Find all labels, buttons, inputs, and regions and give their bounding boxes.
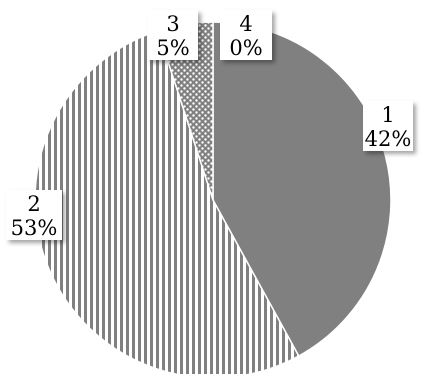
data-label-1: 142% xyxy=(363,101,413,151)
data-label-percent: 53% xyxy=(11,216,58,240)
data-label-box xyxy=(148,10,198,60)
data-label-percent: 42% xyxy=(365,127,412,151)
data-label-4: 40% xyxy=(220,10,272,60)
data-label-category: 2 xyxy=(27,192,40,216)
pie-slice-1 xyxy=(212,21,392,357)
pie-slices xyxy=(34,21,392,374)
data-label-category: 4 xyxy=(239,12,252,36)
data-label-3: 35% xyxy=(148,10,198,60)
data-label-percent: 0% xyxy=(229,36,262,60)
data-label-percent: 5% xyxy=(156,36,189,60)
data-label-box xyxy=(220,10,272,60)
data-label-box xyxy=(6,190,62,240)
pie-slice-2 xyxy=(34,29,300,374)
pie-data-labels: 142% 253% 35% 40% xyxy=(6,10,413,240)
data-label-box xyxy=(363,101,413,151)
data-label-2: 253% xyxy=(6,190,62,240)
data-label-category: 1 xyxy=(381,103,394,127)
data-label-category: 3 xyxy=(166,12,179,36)
